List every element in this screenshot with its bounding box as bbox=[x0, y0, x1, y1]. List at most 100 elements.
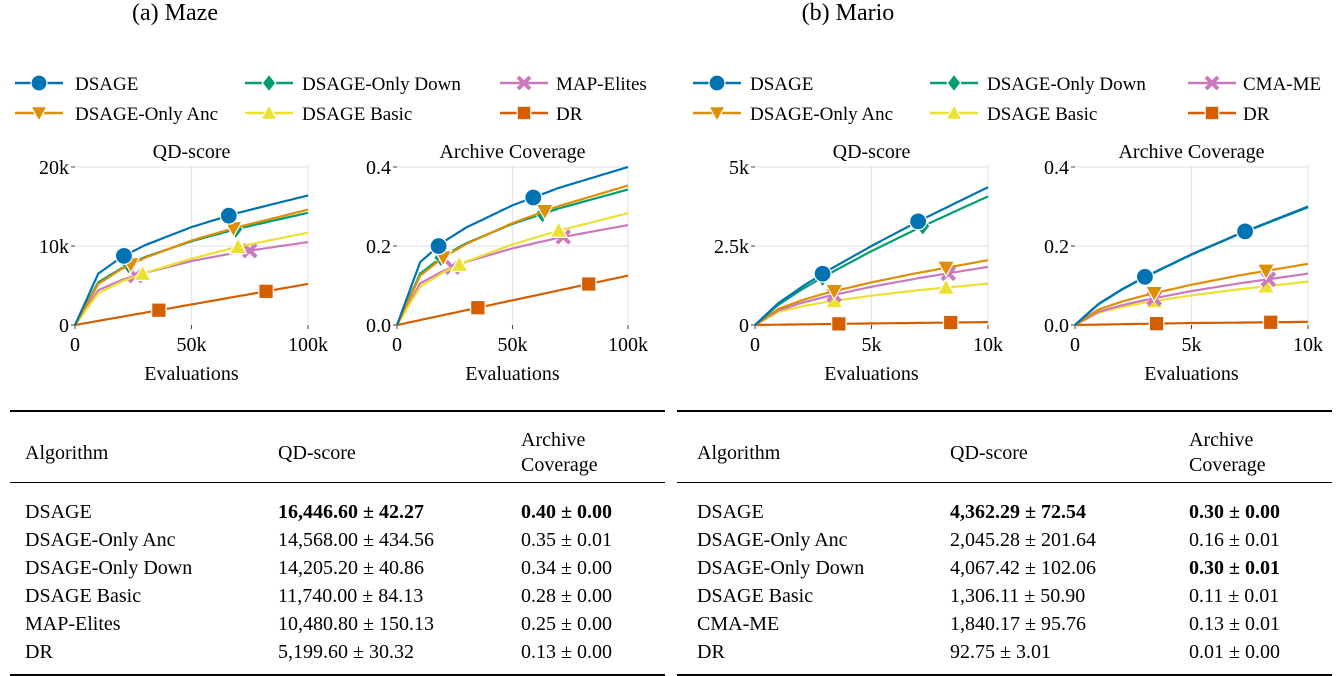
header-qd-score: QD-score bbox=[950, 442, 1028, 464]
header-qd-score: QD-score bbox=[278, 442, 356, 464]
series-dr bbox=[396, 274, 629, 327]
x-tick-label: 50k bbox=[498, 334, 528, 356]
diamond-marker-icon bbox=[946, 73, 962, 93]
x-axis-label: Evaluations bbox=[824, 363, 919, 385]
x-tick-label: 0 bbox=[1070, 334, 1080, 356]
y-tick-label: 10k bbox=[39, 236, 69, 258]
table-row: DSAGE Basic 1,306.11 ± 50.90 0.11 ± 0.01 bbox=[677, 582, 1332, 610]
cell-algorithm: DSAGE Basic bbox=[25, 585, 142, 607]
header-coverage: Coverage bbox=[521, 454, 598, 476]
cell-qd-score: 1,840.17 ± 95.76 bbox=[950, 613, 1086, 635]
cell-archive-coverage: 0.34 ± 0.00 bbox=[521, 557, 612, 579]
x-tick-label: 5k bbox=[862, 334, 882, 356]
y-tick-label: 0.2 bbox=[366, 236, 391, 258]
header-algorithm: Algorithm bbox=[697, 442, 781, 464]
cell-qd-score: 11,740.00 ± 84.13 bbox=[278, 585, 424, 607]
triangle-down-marker bbox=[824, 283, 844, 301]
legend-label: DSAGE-Only Anc bbox=[75, 104, 218, 125]
x-tick-label: 50k bbox=[177, 334, 207, 356]
chart-title: QD-score bbox=[153, 141, 231, 163]
diamond-marker-icon bbox=[261, 73, 277, 93]
cell-algorithm: DR bbox=[697, 641, 725, 663]
legend-item: DSAGE Basic bbox=[930, 103, 1097, 125]
panel-title-mario: (b) Mario bbox=[801, 0, 895, 26]
cell-algorithm: DSAGE-Only Down bbox=[25, 557, 193, 579]
circle-marker bbox=[114, 246, 134, 265]
y-tick-label: 0.4 bbox=[366, 157, 391, 179]
cell-qd-score: 10,480.80 ± 150.13 bbox=[278, 613, 434, 635]
cell-algorithm: DSAGE bbox=[25, 501, 92, 523]
legend-item: DSAGE-Only Down bbox=[245, 73, 461, 95]
table-row: DR 92.75 ± 3.01 0.01 ± 0.00 bbox=[677, 638, 1332, 666]
square-marker bbox=[470, 299, 486, 316]
cell-archive-coverage: 0.16 ± 0.01 bbox=[1189, 529, 1280, 551]
series-dsage-basic bbox=[396, 212, 629, 326]
chart-title: Archive Coverage bbox=[1118, 141, 1264, 163]
legend-label: DSAGE Basic bbox=[987, 104, 1097, 125]
square-marker bbox=[1148, 315, 1165, 332]
series-dsage bbox=[73, 194, 309, 326]
cell-qd-score: 92.75 ± 3.01 bbox=[950, 641, 1051, 663]
x-marker-icon bbox=[1204, 75, 1220, 91]
legend-label: DR bbox=[1243, 104, 1270, 125]
chart-1: 0 50k 100k 0.0 0.2 0.4 Archive Coverage Evaluat… bbox=[366, 141, 648, 385]
y-tick-label: 0.0 bbox=[366, 315, 391, 337]
legend-item: DR bbox=[500, 104, 583, 125]
x-axis-label: Evaluations bbox=[144, 363, 239, 385]
x-tick-label: 10k bbox=[1293, 334, 1323, 356]
cell-archive-coverage: 0.40 ± 0.00 bbox=[521, 501, 612, 523]
circle-marker bbox=[1135, 267, 1155, 286]
cell-archive-coverage: 0.35 ± 0.01 bbox=[521, 529, 612, 551]
cell-qd-score: 2,045.28 ± 201.64 bbox=[950, 529, 1096, 551]
series-line bbox=[1074, 205, 1309, 326]
circle-marker bbox=[1235, 222, 1255, 241]
cell-algorithm: DSAGE-Only Down bbox=[697, 557, 865, 579]
legend-label: DSAGE bbox=[750, 74, 813, 95]
x-tick-label: 100k bbox=[608, 334, 648, 356]
table-header: Algorithm QD-score Archive Coverage bbox=[677, 426, 1332, 483]
table-header: Algorithm QD-score Archive Coverage bbox=[10, 426, 665, 483]
y-tick-label: 5k bbox=[729, 157, 749, 179]
table-row: DSAGE Basic 11,740.00 ± 84.13 0.28 ± 0.00 bbox=[10, 582, 665, 610]
triangle-up-marker bbox=[1256, 276, 1276, 294]
y-tick-label: 20k bbox=[39, 157, 69, 179]
square-marker bbox=[1262, 314, 1279, 331]
chart-title: QD-score bbox=[833, 141, 911, 163]
x-marker-icon bbox=[516, 75, 532, 91]
x-tick-label: 100k bbox=[288, 334, 328, 356]
legend-item: DSAGE bbox=[693, 74, 813, 95]
legend-label: MAP-Elites bbox=[556, 74, 647, 95]
x-tick-label: 0 bbox=[70, 334, 80, 356]
cell-archive-coverage: 0.30 ± 0.01 bbox=[1189, 557, 1280, 579]
legend-item: DSAGE-Only Anc bbox=[15, 104, 218, 125]
series-dsage bbox=[754, 186, 989, 326]
series-line bbox=[754, 195, 989, 326]
cell-algorithm: DR bbox=[25, 641, 53, 663]
y-tick-label: 0.0 bbox=[1044, 315, 1069, 337]
cell-archive-coverage: 0.11 ± 0.01 bbox=[1189, 585, 1280, 607]
header-archive: Archive bbox=[521, 429, 586, 451]
legend-label: DR bbox=[556, 104, 583, 125]
cell-archive-coverage: 0.13 ± 0.01 bbox=[1189, 613, 1280, 635]
series-dsage-only-anc bbox=[1074, 262, 1309, 326]
chart-0: 0 50k 100k 0 10k 20k QD-score Evaluations bbox=[39, 141, 328, 385]
circle-marker bbox=[219, 206, 238, 225]
table-row: DSAGE 16,446.60 ± 42.27 0.40 ± 0.00 bbox=[10, 498, 665, 526]
legend-label: DSAGE Basic bbox=[302, 104, 412, 125]
series-dsage bbox=[1074, 205, 1309, 326]
square-marker-icon bbox=[1204, 105, 1220, 121]
cell-algorithm: DSAGE Basic bbox=[697, 585, 814, 607]
cell-algorithm: DSAGE-Only Anc bbox=[697, 529, 848, 551]
legend-label: CMA-ME bbox=[1243, 74, 1321, 95]
chart-title: Archive Coverage bbox=[439, 141, 585, 163]
legend-item: MAP-Elites bbox=[500, 74, 647, 95]
circle-marker bbox=[524, 188, 543, 207]
triangle-up-marker bbox=[449, 254, 469, 273]
legend-item: DSAGE-Only Anc bbox=[693, 104, 893, 125]
series-dr bbox=[1074, 314, 1309, 332]
square-marker-icon bbox=[516, 105, 532, 121]
cell-qd-score: 4,362.29 ± 72.54 bbox=[950, 501, 1086, 523]
cell-qd-score: 14,205.20 ± 40.86 bbox=[278, 557, 424, 579]
chart-2: 0 5k 10k 0 2.5k 5k QD-score Evaluations bbox=[714, 141, 1003, 385]
panel-title-maze: (a) Maze bbox=[132, 0, 218, 26]
